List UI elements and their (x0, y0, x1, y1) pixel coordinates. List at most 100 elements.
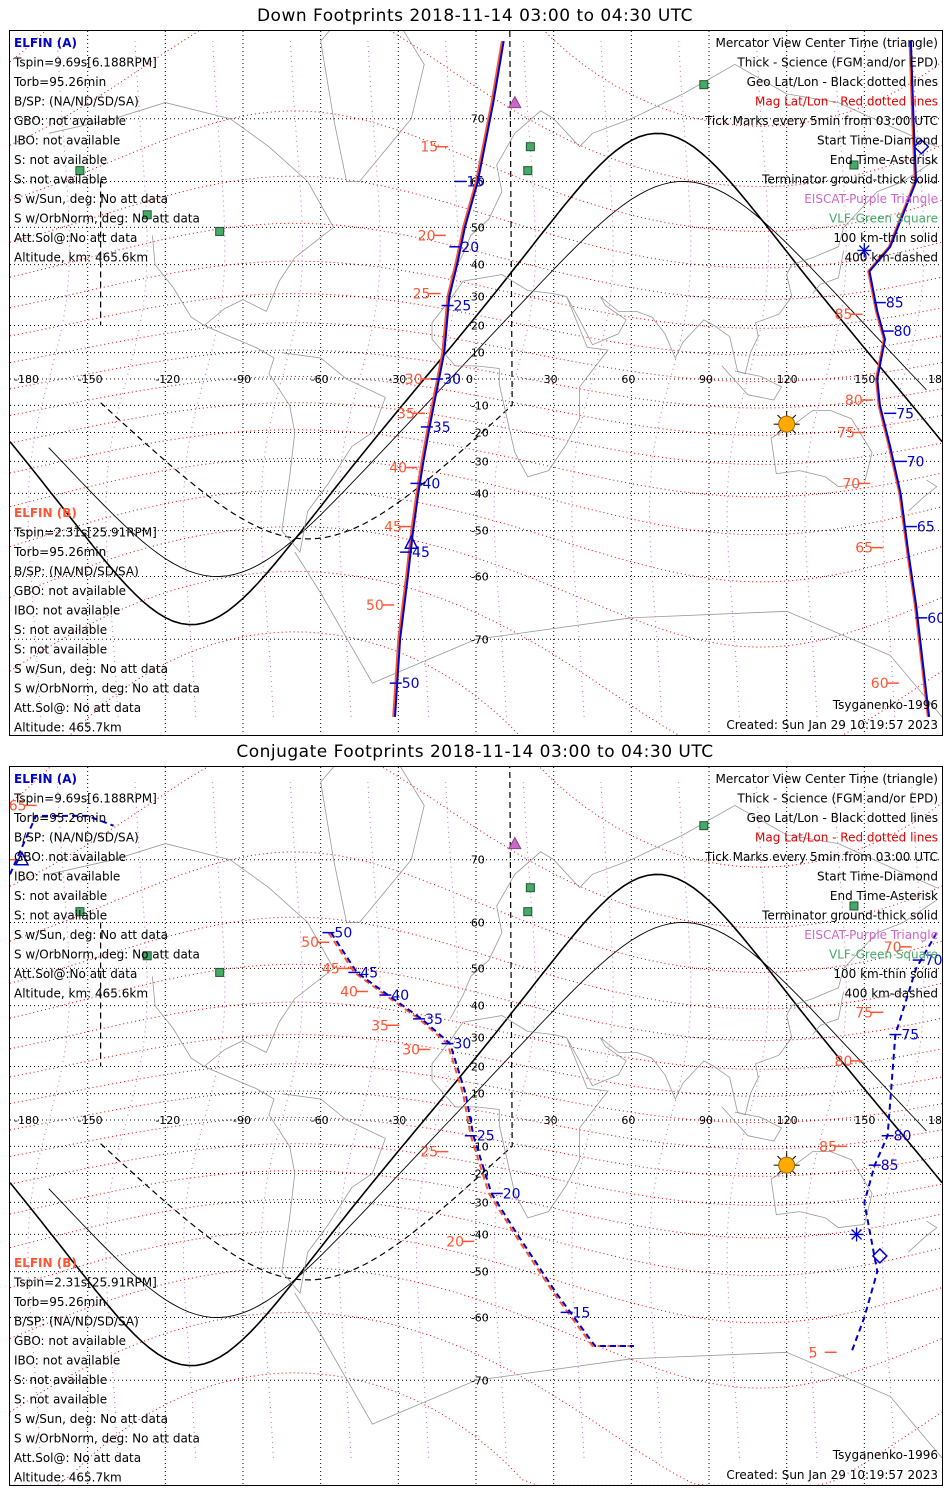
elfin-a-info-line: B/SP: (NA/ND/SD/SA) (14, 95, 139, 109)
vlf-station-icon (142, 210, 152, 220)
mag-lon-curve (260, 41, 304, 717)
lat-tick-label: 10 (471, 1088, 485, 1101)
elfin-b-info-line: B/SP: (NA/ND/SD/SA) (14, 565, 139, 579)
mag-lon-curve (571, 41, 614, 717)
end-asterisk-icon (858, 245, 870, 256)
legend-line: 400 km-dashed (844, 987, 938, 1001)
legend-line: Start Time-Diamond (817, 870, 938, 884)
lat-tick-label: 70 (471, 113, 485, 126)
vlf-station-icon (849, 901, 859, 911)
elfin-a-info-line: Torb=95.26min (13, 75, 106, 89)
elfin-b-header: ELFIN (B) (14, 1256, 77, 1270)
vlf-station-icon (215, 226, 225, 236)
elfin-b-track (867, 41, 929, 718)
legend-line: 100 km-thin solid (833, 231, 938, 245)
sun-ray (791, 414, 797, 419)
mag-lat-curve (10, 457, 942, 536)
elfin-a-info-line: Tspin=9.69s[6.188RPM] (13, 56, 157, 70)
lat-tick-label: 50 (471, 221, 485, 234)
legend-line: Tick Marks every 5min from 03:00 UTC (704, 114, 938, 128)
lon-tick-label: -180 (14, 373, 39, 386)
elfin-a-tick-label: 40 (391, 988, 409, 1004)
coastline (566, 899, 938, 1116)
elfin-a-track (868, 41, 931, 718)
map-panel-conjugate: -180 -150 -120 -90 -60 -30 0 30 60 90 120 150 180 70 6… (9, 766, 943, 1486)
legend-line: Geo Lat/Lon - Black dotted lines (747, 811, 938, 825)
elfin-b-tick-label: 70 (842, 476, 860, 492)
lat-tick-label: -30 (471, 1196, 489, 1209)
mag-lon-curve (804, 782, 847, 1458)
elfin-b-info-line: Altitude: 465.7km (14, 721, 122, 735)
coastline (449, 804, 937, 1020)
elfin-a-tick-label: 80 (894, 324, 912, 340)
lon-tick-label: 180 (928, 373, 942, 386)
legend-line: Start Time-Diamond (817, 134, 938, 148)
lon-tick-label: -60 (311, 373, 329, 386)
lon-tick-label: 120 (777, 1114, 798, 1127)
elfin-a-info-line: S: not available (14, 153, 107, 167)
mag-lat-curve (10, 1063, 942, 1124)
elfin-b-tick-label: 45 (384, 520, 402, 536)
lat-tick-label: 30 (471, 291, 485, 304)
lat-tick-label: -60 (471, 1312, 489, 1325)
lat-tick-label: 50 (471, 962, 485, 975)
coastline (431, 274, 609, 478)
elfin-b-info-line: Tspin=2.31s[25.91RPM] (13, 526, 157, 540)
mag-lon-curve (182, 782, 226, 1458)
mag-lon-curve (493, 782, 537, 1458)
model-label: Tsyganenko-1996 (832, 698, 938, 712)
terminator-400km (100, 767, 513, 1281)
lon-tick-label: 150 (854, 373, 875, 386)
elfin-a-info-line: S: not available (14, 889, 107, 903)
elfin-b-info-line: S w/OrbNorm, deg: No att data (14, 682, 200, 696)
center-time-triangle-icon (14, 851, 30, 866)
elfin-b-info-line: GBO: not available (14, 584, 126, 598)
elfin-b-info-line: B/SP: (NA/ND/SD/SA) (14, 1315, 139, 1329)
lat-tick-label: -40 (471, 487, 489, 500)
mag-lat-curve (10, 1090, 942, 1150)
lat-tick-label: -30 (471, 455, 489, 468)
coastline (908, 479, 938, 512)
elfin-a-info-line: S w/Sun, deg: No att data (14, 928, 168, 942)
elfin-b-info-line: IBO: not available (14, 604, 120, 618)
elfin-a-tick-label: 50 (334, 926, 352, 942)
legend-line: Terminator ground-thick solid (761, 909, 938, 923)
elfin-a-tick-label: 75 (901, 1028, 919, 1044)
sun-ray (791, 1170, 797, 1175)
lat-tick-label: 20 (471, 320, 485, 333)
legend-line: VLF-Green Square (829, 212, 938, 226)
mag-lon-curve (415, 782, 459, 1458)
vlf-station-icon (699, 821, 709, 831)
vlf-station-icon (525, 883, 535, 893)
elfin-b-info-line: S w/OrbNorm, deg: No att data (14, 1432, 200, 1446)
coastline (294, 551, 942, 718)
lat-tick-label: 20 (471, 1061, 485, 1074)
coastline (770, 410, 873, 488)
end-asterisk-icon (851, 1229, 862, 1240)
elfin-a-tick-label: 15 (573, 1305, 591, 1321)
lat-tick-label: -40 (471, 1228, 489, 1241)
lon-tick-label: -90 (233, 1114, 251, 1127)
lon-tick-label: 0 (466, 1114, 473, 1127)
elfin-a-tick-label: 80 (894, 1129, 912, 1145)
eiscat-station-icon (507, 95, 522, 109)
mag-lon-curve (648, 41, 692, 717)
coastline (152, 976, 205, 1067)
elfin-a-tick-label: 75 (896, 406, 914, 422)
coastline (812, 991, 844, 1035)
coastline (320, 31, 425, 182)
mag-lon-curve (338, 41, 381, 717)
lat-tick-label: -70 (471, 633, 489, 646)
elfin-a-info-line: GBO: not available (14, 114, 126, 128)
mag-lon-curve (260, 782, 304, 1458)
elfin-a-info-line: Att.Sol@:No att data (14, 231, 137, 245)
elfin-a-info-line: Altitude, km: 465.6km (14, 987, 148, 1001)
elfin-a-tick-label: 45 (360, 965, 378, 981)
elfin-b-info-line: Att.Sol@: No att data (14, 1451, 141, 1465)
elfin-b-header: ELFIN (B) (14, 506, 77, 520)
sun-ray (777, 429, 782, 434)
lat-tick-label: 40 (471, 259, 485, 272)
lon-tick-label: -150 (78, 373, 103, 386)
legend-line: VLF-Green Square (829, 948, 938, 962)
terminator-ground (10, 132, 942, 626)
